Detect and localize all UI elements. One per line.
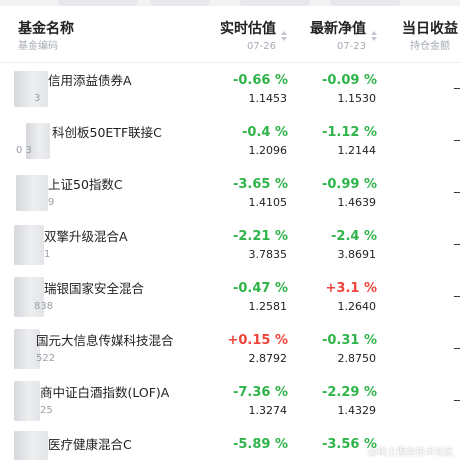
fund-row[interactable]: 商中证白酒指数(LOF)A 25 -7.36 % 1.3274 -2.29 % … xyxy=(0,375,460,428)
daily-profit: -- xyxy=(453,81,460,95)
daily-profit: -- xyxy=(453,133,460,147)
nav-change: -1.12 % xyxy=(321,125,377,140)
estimate-change: -0.66 % xyxy=(232,73,288,88)
header-fund-name-title: 基金名称 xyxy=(18,21,74,37)
estimate-value: 1.4105 xyxy=(248,196,288,209)
nav-value: 1.2144 xyxy=(337,144,377,157)
redaction-blur xyxy=(14,381,40,421)
estimate-change: -5.89 % xyxy=(232,437,288,452)
nav-value: 1.4639 xyxy=(337,196,377,209)
estimate-change: -7.36 % xyxy=(232,385,288,400)
top-tab-strip xyxy=(0,0,460,6)
estimate-value: 3.7835 xyxy=(248,248,288,261)
estimate-change: -0.4 % xyxy=(242,125,288,140)
nav-value: 1.2640 xyxy=(337,300,377,313)
fund-name: 科创板50ETF联接C xyxy=(16,124,162,141)
nav-change: -0.99 % xyxy=(321,177,377,192)
sort-nav-icon[interactable] xyxy=(371,31,378,43)
fund-name: 信用添益债券A xyxy=(48,73,132,88)
nav-change: -0.09 % xyxy=(321,73,377,88)
redaction-blur xyxy=(16,175,48,211)
fund-row[interactable]: 科创板50ETF联接C 0 3 -0.4 % 1.2096 -1.12 % 1.… xyxy=(0,115,460,168)
redaction-blur xyxy=(14,225,44,265)
table-header: 基金名称 基金编码 实时估值 07-26 最新净值 07-23 当日收益 持仓金… xyxy=(0,6,460,63)
header-nav[interactable]: 最新净值 07-23 xyxy=(300,20,366,54)
fund-code: 1 xyxy=(44,249,51,260)
fund-name: 瑞银国家安全混合 xyxy=(44,281,145,296)
fund-name: 商中证白酒指数(LOF)A xyxy=(40,385,170,400)
header-profit-title: 当日收益 xyxy=(402,21,458,37)
fund-row[interactable]: 国元大信息传媒科技混合 522 +0.15 % 2.8792 -0.31 % 2… xyxy=(0,323,460,376)
top-tab[interactable] xyxy=(58,0,138,6)
estimate-change: -3.65 % xyxy=(232,177,288,192)
fund-row[interactable]: 上证50指数C 9 -3.65 % 1.4105 -0.99 % 1.4639 … xyxy=(0,167,460,220)
nav-value: 3.8691 xyxy=(337,248,377,261)
daily-profit: -- xyxy=(453,393,460,407)
header-nav-title: 最新净值 xyxy=(310,21,366,37)
nav-change: +3.1 % xyxy=(325,281,377,296)
fund-code: 838 xyxy=(34,301,54,312)
nav-change: -0.31 % xyxy=(321,333,377,348)
fund-row[interactable]: 瑞银国家安全混合 838 -0.47 % 1.2581 +3.1 % 1.264… xyxy=(0,271,460,324)
fund-row[interactable]: 信用添益债券A 3 -0.66 % 1.1453 -0.09 % 1.1530 … xyxy=(0,63,460,116)
fund-name-text: 科创板50ETF联接C xyxy=(52,125,162,140)
top-tab[interactable] xyxy=(240,0,310,6)
estimate-value: 2.8792 xyxy=(248,352,288,365)
daily-profit: -- xyxy=(453,185,460,199)
fund-code: 0 3 xyxy=(16,145,32,156)
nav-change: -2.29 % xyxy=(321,385,377,400)
estimate-change: +0.15 % xyxy=(227,333,288,348)
header-nav-date: 07-23 xyxy=(336,41,366,52)
daily-profit: -- xyxy=(453,237,460,251)
header-estimate-date: 07-26 xyxy=(246,41,276,52)
estimate-change: -2.21 % xyxy=(232,229,288,244)
watermark: @稀土掘金技术社区 xyxy=(368,447,454,458)
header-holding-amount-sub: 持仓金额 xyxy=(410,41,450,52)
redaction-blur xyxy=(14,431,48,460)
header-profit[interactable]: 当日收益 持仓金额 xyxy=(394,20,460,54)
fund-code: 3 xyxy=(34,93,41,104)
header-estimate[interactable]: 实时估值 07-26 xyxy=(214,20,276,54)
estimate-value: 1.1453 xyxy=(248,92,288,105)
fund-name: 国元大信息传媒科技混合 xyxy=(36,333,174,348)
header-fund-code-sub: 基金编码 xyxy=(18,41,58,52)
fund-name: 上证50指数C xyxy=(48,177,123,192)
header-fund-name: 基金名称 基金编码 xyxy=(18,20,74,54)
header-estimate-title: 实时估值 xyxy=(220,21,276,37)
nav-value: 2.8750 xyxy=(337,352,377,365)
fund-row[interactable]: 医疗健康混合C -5.89 % -3.56 % xyxy=(0,427,460,460)
fund-name: 双擎升级混合A xyxy=(44,229,128,244)
redaction-blur xyxy=(14,71,48,107)
top-tab[interactable] xyxy=(330,0,400,6)
fund-code: 9 xyxy=(48,197,55,208)
nav-value: 1.4329 xyxy=(337,404,377,417)
estimate-value: 1.2096 xyxy=(248,144,288,157)
top-tab[interactable] xyxy=(150,0,210,6)
estimate-change: -0.47 % xyxy=(232,281,288,296)
estimate-value: 1.2581 xyxy=(248,300,288,313)
fund-code: 25 xyxy=(40,405,53,416)
nav-change: -2.4 % xyxy=(331,229,377,244)
redaction-blur xyxy=(26,123,50,159)
fund-row[interactable]: 双擎升级混合A 1 -2.21 % 3.7835 -2.4 % 3.8691 -… xyxy=(0,219,460,272)
daily-profit: -- xyxy=(453,341,460,355)
sort-estimate-icon[interactable] xyxy=(281,31,288,43)
nav-change: -3.56 % xyxy=(321,437,377,452)
redaction-blur xyxy=(14,329,40,369)
nav-value: 1.1530 xyxy=(337,92,377,105)
estimate-value: 1.3274 xyxy=(248,404,288,417)
daily-profit: -- xyxy=(453,289,460,303)
redaction-blur xyxy=(14,277,44,317)
fund-name: 医疗健康混合C xyxy=(48,437,132,452)
fund-code: 522 xyxy=(36,353,56,364)
